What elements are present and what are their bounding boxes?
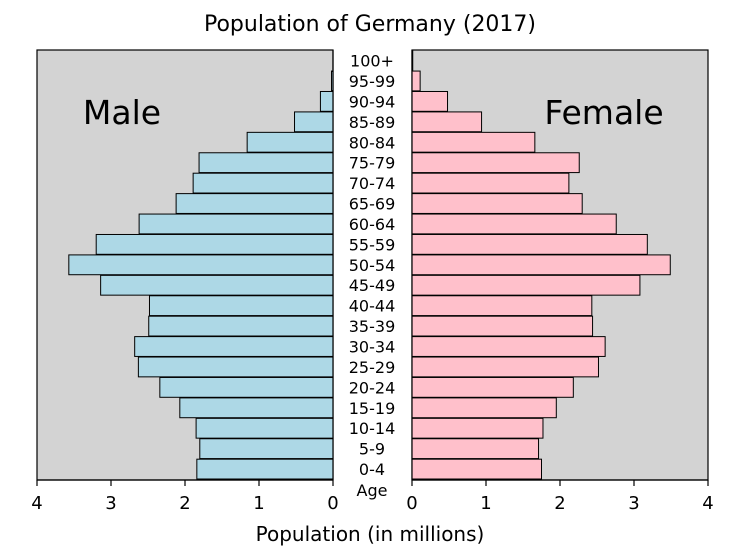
age-label-5-9: 5-9 (359, 440, 385, 459)
female-bar-75-79 (411, 152, 580, 174)
male-bar-60-64 (138, 213, 334, 235)
female-bar-10-14 (411, 417, 544, 439)
female-bar-45-49 (411, 274, 641, 296)
age-label-15-19: 15-19 (349, 399, 396, 418)
age-axis-label: Age (357, 481, 388, 500)
female-bar-40-44 (411, 295, 593, 317)
male-bar-85-89 (294, 111, 334, 133)
chart-title: Population of Germany (2017) (204, 12, 536, 37)
x-axes: 4 3 2 1 0 0 1 2 3 4 (31, 50, 714, 514)
age-label-75-79: 75-79 (349, 154, 396, 173)
x-tick-label: 0 (327, 493, 338, 514)
female-bar-15-19 (411, 397, 557, 419)
male-bar-75-79 (198, 152, 334, 174)
female-bar-90-94 (411, 90, 449, 112)
age-label-45-49: 45-49 (349, 276, 396, 295)
female-bar-85-89 (411, 111, 483, 133)
female-bar-20-24 (411, 376, 574, 398)
age-label-35-39: 35-39 (349, 317, 396, 336)
age-label-90-94: 90-94 (349, 92, 396, 111)
male-bar-55-59 (95, 233, 334, 255)
male-bar-70-74 (192, 172, 334, 194)
female-legend-label: Female (544, 93, 663, 132)
age-label-60-64: 60-64 (349, 215, 396, 234)
x-tick-label: 1 (480, 493, 491, 514)
male-bar-80-84 (246, 131, 334, 153)
x-axis-label: Population (in millions) (256, 522, 485, 546)
female-bar-25-29 (411, 356, 599, 378)
female-bar-5-9 (411, 438, 540, 460)
female-bar-70-74 (411, 172, 570, 194)
age-label-65-69: 65-69 (349, 195, 396, 214)
male-bar-90-94 (319, 90, 334, 112)
male-bar-65-69 (175, 193, 334, 214)
female-bar-80-84 (411, 131, 536, 153)
age-label-55-59: 55-59 (349, 235, 396, 254)
age-label-70-74: 70-74 (349, 174, 396, 193)
x-tick-label: 4 (31, 493, 42, 514)
male-bar-30-34 (134, 336, 334, 357)
age-label-0-4: 0-4 (359, 460, 385, 479)
x-tick-label: 4 (702, 493, 713, 514)
female-bar-50-54 (411, 254, 671, 276)
male-bar-5-9 (199, 438, 334, 460)
age-label-10-14: 10-14 (349, 419, 396, 438)
age-label-100-plus: 100+ (350, 52, 394, 71)
female-bars (411, 50, 671, 480)
x-tick-label: 2 (179, 493, 190, 514)
male-bar-50-54 (68, 254, 334, 276)
male-legend-label: Male (83, 93, 161, 132)
age-label-85-89: 85-89 (349, 113, 396, 132)
x-tick-label: 2 (554, 493, 565, 514)
male-bar-15-19 (179, 397, 334, 419)
female-bar-0-4 (411, 458, 542, 480)
male-bar-25-29 (137, 356, 334, 378)
male-bar-0-4 (196, 458, 334, 480)
female-bar-65-69 (411, 193, 583, 214)
female-bar-30-34 (411, 336, 606, 357)
age-label-95-99: 95-99 (349, 72, 396, 91)
age-label-80-84: 80-84 (349, 133, 396, 152)
female-bar-35-39 (411, 315, 594, 337)
x-tick-label: 3 (628, 493, 639, 514)
age-label-30-34: 30-34 (349, 338, 396, 357)
female-bar-95-99 (411, 70, 421, 92)
male-bar-10-14 (195, 417, 334, 439)
x-tick-label: 1 (253, 493, 264, 514)
age-label-40-44: 40-44 (349, 297, 396, 316)
male-bar-40-44 (148, 295, 334, 317)
female-bar-55-59 (411, 233, 648, 255)
x-tick-label: 0 (406, 493, 417, 514)
age-label-25-29: 25-29 (349, 358, 396, 377)
male-bar-20-24 (159, 376, 334, 398)
age-label-50-54: 50-54 (349, 256, 396, 275)
age-label-20-24: 20-24 (349, 378, 396, 397)
female-bar-60-64 (411, 213, 617, 235)
x-tick-label: 3 (105, 493, 116, 514)
male-bar-35-39 (148, 315, 334, 337)
male-bar-45-49 (100, 274, 334, 296)
